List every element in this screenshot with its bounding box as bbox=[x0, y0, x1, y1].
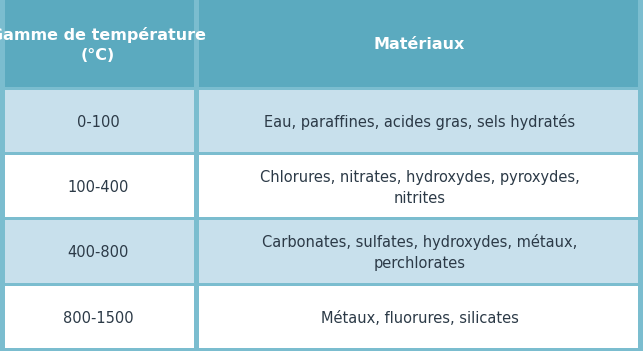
Bar bbox=[194, 0, 199, 87]
Text: 0-100: 0-100 bbox=[77, 115, 120, 130]
Text: Chlorures, nitrates, hydroxydes, pyroxydes,
nitrites: Chlorures, nitrates, hydroxydes, pyroxyd… bbox=[260, 170, 579, 206]
Bar bbox=[5, 90, 638, 152]
Text: Gamme de température
(°C): Gamme de température (°C) bbox=[0, 27, 206, 62]
Text: 100-400: 100-400 bbox=[68, 180, 129, 195]
Text: Eau, paraffines, acides gras, sels hydratés: Eau, paraffines, acides gras, sels hydra… bbox=[264, 114, 575, 130]
Text: Carbonates, sulfates, hydroxydes, métaux,
perchlorates: Carbonates, sulfates, hydroxydes, métaux… bbox=[262, 234, 577, 271]
Bar bbox=[194, 90, 199, 152]
Text: Matériaux: Matériaux bbox=[374, 37, 466, 52]
Text: 800-1500: 800-1500 bbox=[63, 311, 133, 326]
Bar bbox=[194, 286, 199, 348]
Bar bbox=[5, 220, 638, 283]
Bar bbox=[5, 0, 638, 87]
Bar bbox=[5, 155, 638, 217]
Text: Métaux, fluorures, silicates: Métaux, fluorures, silicates bbox=[321, 311, 518, 326]
Bar bbox=[5, 286, 638, 348]
Text: 400-800: 400-800 bbox=[68, 245, 129, 260]
Bar bbox=[194, 155, 199, 217]
Bar bbox=[194, 220, 199, 283]
